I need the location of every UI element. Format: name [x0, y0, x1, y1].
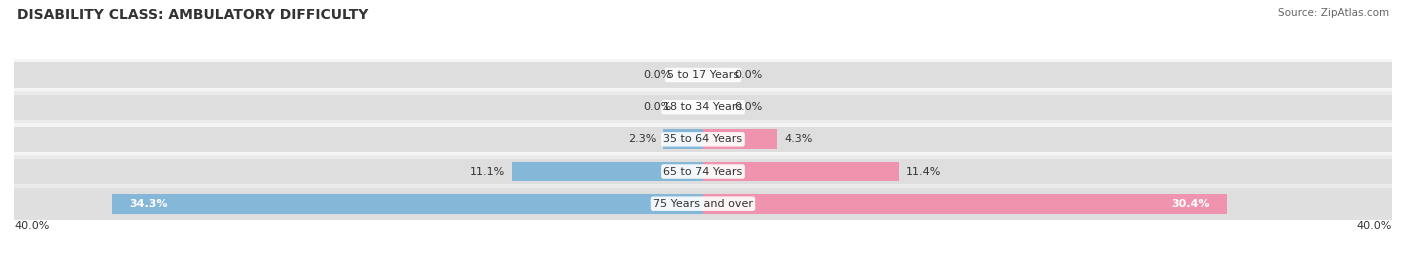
Text: 40.0%: 40.0% — [14, 221, 49, 231]
Text: 0.0%: 0.0% — [734, 70, 762, 80]
Text: 65 to 74 Years: 65 to 74 Years — [664, 166, 742, 177]
Bar — [14, 159, 1392, 184]
Text: 2.3%: 2.3% — [628, 134, 657, 144]
Bar — [14, 62, 1392, 88]
Text: DISABILITY CLASS: AMBULATORY DIFFICULTY: DISABILITY CLASS: AMBULATORY DIFFICULTY — [17, 8, 368, 22]
Bar — [14, 191, 1392, 216]
Bar — [14, 188, 1392, 220]
Bar — [703, 162, 900, 181]
Text: 34.3%: 34.3% — [129, 199, 167, 209]
Bar — [14, 95, 1392, 120]
Bar — [512, 162, 703, 181]
Bar — [14, 91, 1392, 123]
Text: 40.0%: 40.0% — [1357, 221, 1392, 231]
Text: 11.4%: 11.4% — [907, 166, 942, 177]
Text: 0.0%: 0.0% — [644, 70, 672, 80]
Bar — [14, 59, 1392, 91]
Text: 0.0%: 0.0% — [734, 102, 762, 112]
Text: 18 to 34 Years: 18 to 34 Years — [664, 102, 742, 112]
Text: 0.0%: 0.0% — [644, 102, 672, 112]
Text: 35 to 64 Years: 35 to 64 Years — [664, 134, 742, 144]
Text: 4.3%: 4.3% — [785, 134, 813, 144]
Bar — [14, 123, 1392, 155]
Bar — [664, 129, 703, 149]
Bar — [14, 155, 1392, 188]
Bar — [112, 194, 703, 214]
Bar — [703, 129, 778, 149]
Text: 5 to 17 Years: 5 to 17 Years — [666, 70, 740, 80]
Text: Source: ZipAtlas.com: Source: ZipAtlas.com — [1278, 8, 1389, 18]
Bar — [14, 127, 1392, 152]
Text: 30.4%: 30.4% — [1171, 199, 1209, 209]
Text: 11.1%: 11.1% — [470, 166, 505, 177]
Text: 75 Years and over: 75 Years and over — [652, 199, 754, 209]
Bar — [703, 194, 1226, 214]
